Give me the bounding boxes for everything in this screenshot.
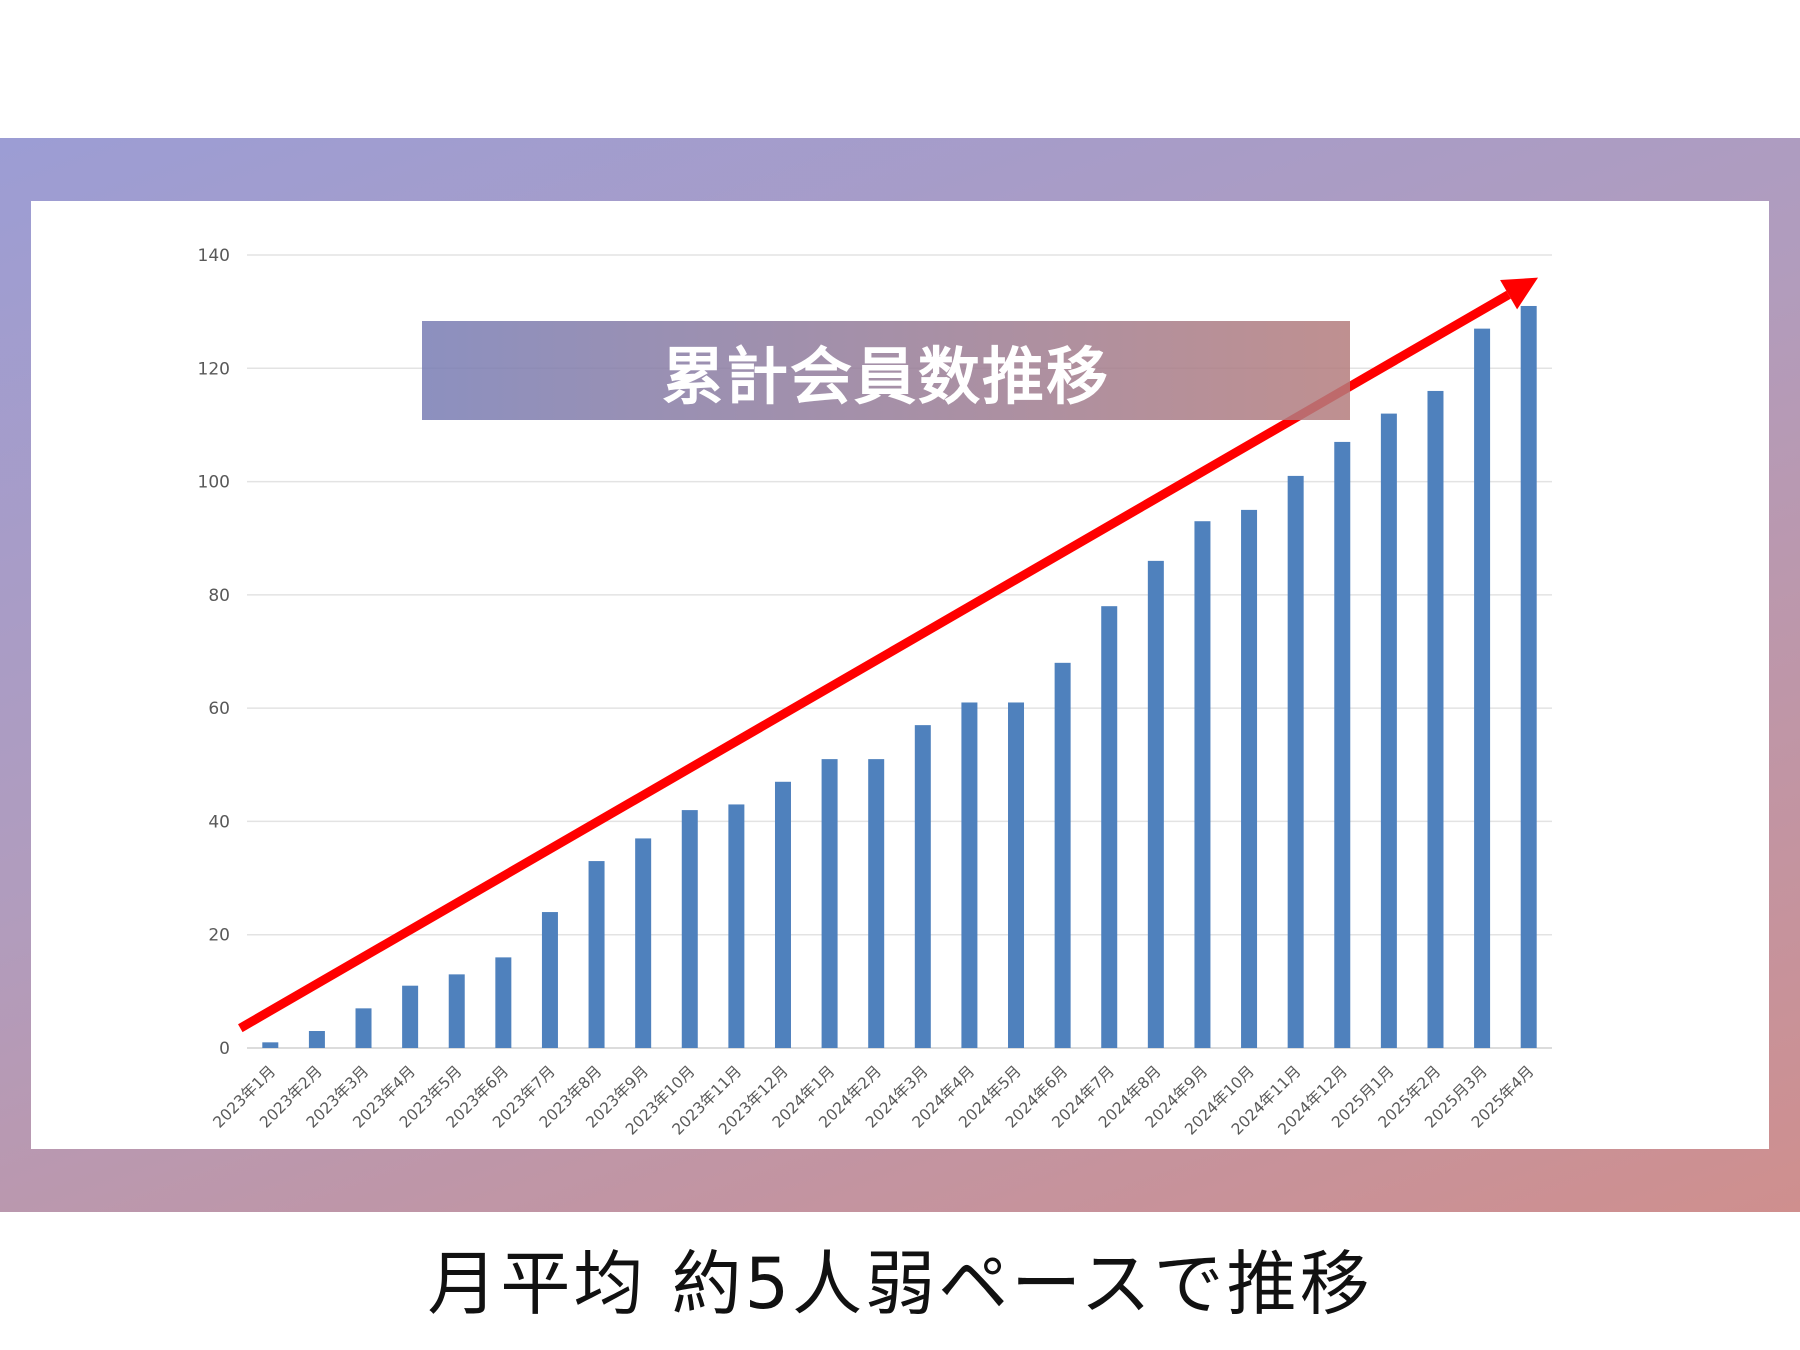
bar [1520,305,1537,1048]
bar [774,781,791,1048]
bar [728,804,745,1048]
y-tick-label: 40 [208,812,230,832]
y-tick-label: 60 [208,699,230,719]
bar [402,985,419,1048]
bar [1008,702,1025,1048]
bar [914,725,931,1048]
y-tick-label: 0 [219,1039,230,1059]
bar [1054,662,1071,1048]
bar [588,861,605,1048]
bar [681,810,698,1048]
bar [1194,521,1211,1048]
bar [541,912,558,1048]
trend-arrow-head-icon [1500,277,1539,310]
bar [308,1031,325,1048]
y-tick-label: 140 [198,246,230,266]
bar [1474,328,1491,1048]
bar [1147,560,1164,1048]
chart-title: 累計会員数推移 [422,321,1350,420]
bar [961,702,978,1048]
bar [1241,509,1258,1049]
bar [1101,606,1118,1048]
y-tick-label: 80 [208,586,230,606]
bar [821,759,838,1048]
bar [635,838,652,1048]
bar [1380,413,1397,1049]
bar [495,957,512,1048]
bar [448,974,465,1048]
bar [1427,390,1444,1048]
y-tick-label: 20 [208,926,230,946]
bar [355,1008,372,1048]
bar [262,1042,279,1048]
y-tick-label: 100 [198,473,230,493]
annotation-caption: 月平均 約5人弱ペースで推移 [427,1243,1373,1325]
bar [1334,441,1351,1049]
bar [1287,475,1304,1049]
y-tick-label: 120 [198,359,230,379]
bar [868,759,885,1048]
